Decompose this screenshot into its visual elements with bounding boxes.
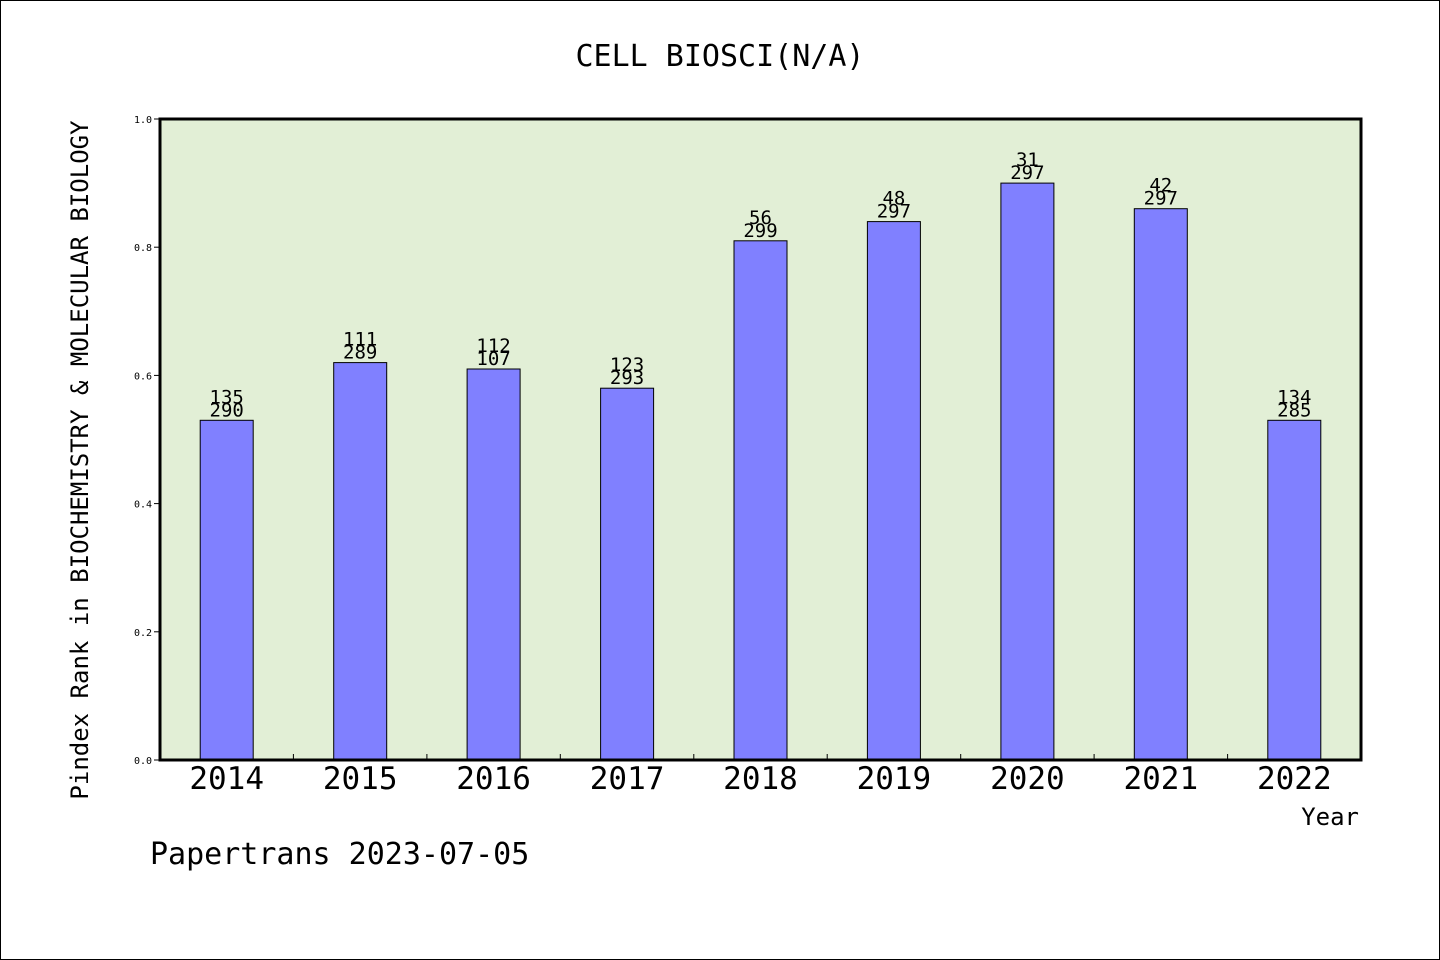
bar-total-label-2016: 107 [476, 348, 510, 370]
x-tick-label-2021: 2021 [1123, 761, 1198, 797]
bar-total-label-2014: 290 [210, 399, 244, 421]
x-tick-label-2017: 2017 [590, 761, 665, 797]
bar-total-label-2020: 297 [1010, 162, 1044, 184]
footer-credit: Papertrans 2023-07-05 [150, 837, 529, 872]
bar-rank-label-2021: 42 [1149, 175, 1172, 197]
y-tick-label: 0.2 [134, 628, 152, 639]
chart-title: CELL BIOSCI(N/A) [576, 39, 865, 74]
bar-2015 [333, 362, 388, 761]
x-axis-label: Year [1301, 803, 1359, 831]
bar-2014 [199, 419, 254, 761]
plot-border [158, 117, 1363, 762]
x-tick-label-2018: 2018 [723, 761, 798, 797]
bar-total-label-2017: 293 [610, 367, 644, 389]
x-tick-label-2015: 2015 [323, 761, 398, 797]
bar-total-label-2015: 289 [343, 342, 377, 364]
y-tick-label: 0.4 [134, 500, 152, 511]
y-axis-label: Pindex Rank in BIOCHEMISTRY & MOLECULAR … [66, 120, 94, 800]
x-tick-label-2020: 2020 [990, 761, 1065, 797]
x-tick-label-2022: 2022 [1257, 761, 1332, 797]
bar-total-label-2018: 299 [743, 220, 777, 242]
bar-rank-label-2022: 134 [1277, 386, 1311, 408]
bar-total-label-2019: 297 [877, 201, 911, 223]
x-tick-label-2014: 2014 [189, 761, 264, 797]
y-ticks-group: 0.0 0.2 0.4 0.6 0.8 1.0 [134, 115, 160, 767]
bar-2020 [1000, 182, 1055, 761]
bar-2019 [866, 221, 921, 761]
y-tick-label: 0.8 [134, 243, 152, 254]
bar-2016 [466, 368, 521, 761]
x-ticks-group: 2014 2015 2016 2017 2018 2019 2020 2021 2022 [189, 754, 1332, 797]
bar-total-label-2021: 297 [1144, 188, 1178, 210]
x-tick-label-2016: 2016 [456, 761, 531, 797]
x-tick-label-2019: 2019 [857, 761, 932, 797]
bar-2021 [1133, 208, 1188, 761]
bar-2018 [733, 240, 788, 761]
bar-2017 [600, 387, 655, 761]
y-tick-label: 0.6 [134, 371, 152, 382]
bars-group [199, 182, 1322, 761]
bar-rank-label-2015: 111 [343, 329, 377, 351]
bar-2022 [1267, 419, 1322, 761]
bar-rank-label-2016: 112 [476, 335, 510, 357]
bar-rank-label-2020: 31 [1016, 149, 1039, 171]
y-tick-label: 1.0 [134, 115, 152, 126]
bar-rank-label-2017: 123 [610, 354, 644, 376]
bar-rank-label-2019: 48 [882, 188, 905, 210]
y-tick-label: 0.0 [134, 756, 152, 767]
bar-rank-label-2014: 135 [210, 386, 244, 408]
bar-total-label-2022: 285 [1277, 399, 1311, 421]
bar-rank-label-2018: 56 [749, 207, 772, 229]
